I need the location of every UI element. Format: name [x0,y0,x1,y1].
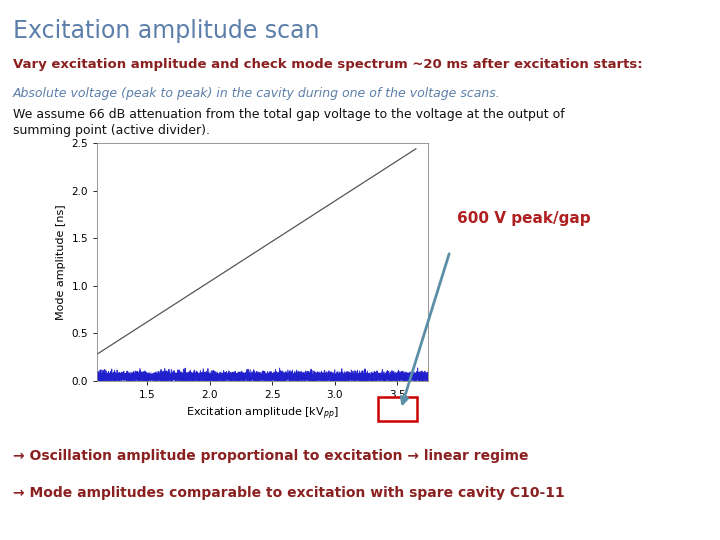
Text: 600 V peak/gap: 600 V peak/gap [457,211,591,226]
Text: Excitation amplitude scan: Excitation amplitude scan [13,19,320,43]
Text: Absolute voltage (peak to peak) in the cavity during one of the voltage scans.: Absolute voltage (peak to peak) in the c… [13,87,500,100]
Text: summing point (active divider).: summing point (active divider). [13,124,210,137]
Y-axis label: Mode amplitude [ns]: Mode amplitude [ns] [56,204,66,320]
Text: We assume 66 dB attenuation from the total gap voltage to the voltage at the out: We assume 66 dB attenuation from the tot… [13,108,564,121]
Text: → Mode amplitudes comparable to excitation with spare cavity C10-11: → Mode amplitudes comparable to excitati… [13,486,564,500]
X-axis label: Excitation amplitude [kV$_{pp}$]: Excitation amplitude [kV$_{pp}$] [186,406,339,422]
Text: Vary excitation amplitude and check mode spectrum ~20 ms after excitation starts: Vary excitation amplitude and check mode… [13,58,642,71]
Text: → Oscillation amplitude proportional to excitation → linear regime: → Oscillation amplitude proportional to … [13,449,528,463]
